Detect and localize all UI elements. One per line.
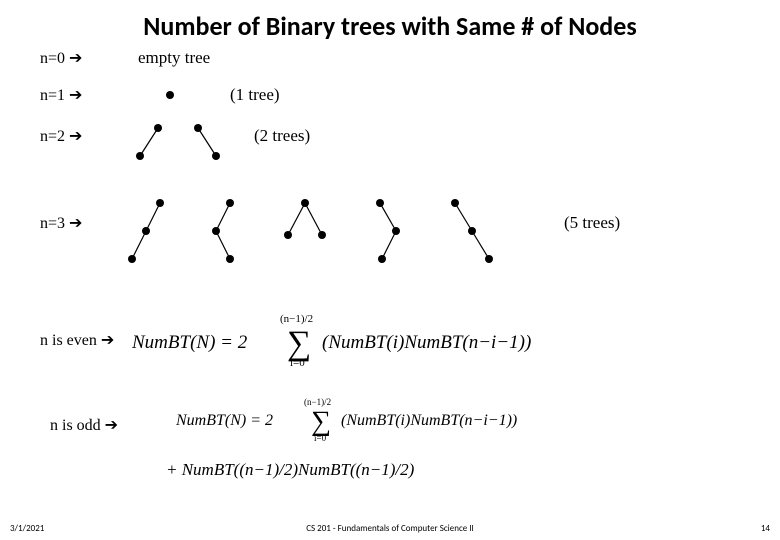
trees-n3 bbox=[120, 195, 540, 270]
svg-text:(NumBT(i)NumBT(n−i−1)): (NumBT(i)NumBT(n−i−1)) bbox=[341, 412, 517, 429]
desc-n2: (2 trees) bbox=[254, 120, 310, 146]
trees-n2 bbox=[120, 120, 240, 170]
tree-n1 bbox=[120, 85, 180, 105]
svg-text:(n−1)/2: (n−1)/2 bbox=[280, 313, 313, 325]
label-n3: n=3 ➔ bbox=[40, 195, 120, 233]
footer-date: 3/1/2021 bbox=[10, 523, 44, 534]
svg-text:+ NumBT((n−1)/2)NumBT((n−1)/2): + NumBT((n−1)/2)NumBT((n−1)/2) bbox=[166, 460, 415, 479]
label-n0: n=0 ➔ bbox=[40, 48, 120, 68]
desc-n0: empty tree bbox=[138, 48, 210, 68]
footer-center: CS 201 - Fundamentals of Computer Scienc… bbox=[306, 523, 474, 534]
desc-n1: (1 tree) bbox=[230, 85, 280, 105]
label-n1: n=1 ➔ bbox=[40, 85, 120, 105]
row-n0: n=0 ➔ empty tree bbox=[40, 48, 210, 68]
row-odd: n is odd ➔ NumBT(N) = 2 ∑ (n−1)/2 i=0 (N… bbox=[50, 395, 676, 500]
svg-text:NumBT(N) = 2: NumBT(N) = 2 bbox=[175, 412, 273, 429]
formula-even: NumBT(N) = 2 ∑ (n−1)/2 i=0 (NumBT(i)NumB… bbox=[132, 310, 652, 370]
label-even: n is even ➔ bbox=[40, 330, 114, 350]
label-n2: n=2 ➔ bbox=[40, 120, 120, 146]
slide-title: Number of Binary trees with Same # of No… bbox=[0, 0, 780, 42]
desc-n3: (5 trees) bbox=[564, 195, 620, 233]
svg-text:(NumBT(i)NumBT(n−i−1)): (NumBT(i)NumBT(n−i−1)) bbox=[322, 332, 531, 353]
row-n2: n=2 ➔ (2 trees) bbox=[40, 120, 310, 170]
svg-text:i=0: i=0 bbox=[314, 433, 327, 443]
row-even: n is even ➔ NumBT(N) = 2 ∑ (n−1)/2 i=0 (… bbox=[40, 310, 652, 370]
svg-text:(n−1)/2: (n−1)/2 bbox=[304, 397, 331, 407]
row-n3: n=3 ➔ (5 trees) bbox=[40, 195, 620, 270]
formula-odd: NumBT(N) = 2 ∑ (n−1)/2 i=0 (NumBT(i)NumB… bbox=[136, 395, 676, 500]
label-odd: n is odd ➔ bbox=[50, 395, 118, 435]
footer-page: 14 bbox=[761, 523, 770, 534]
svg-text:i=0: i=0 bbox=[290, 357, 305, 369]
row-n1: n=1 ➔ (1 tree) bbox=[40, 85, 280, 105]
svg-text:NumBT(N) = 2: NumBT(N) = 2 bbox=[132, 332, 248, 353]
